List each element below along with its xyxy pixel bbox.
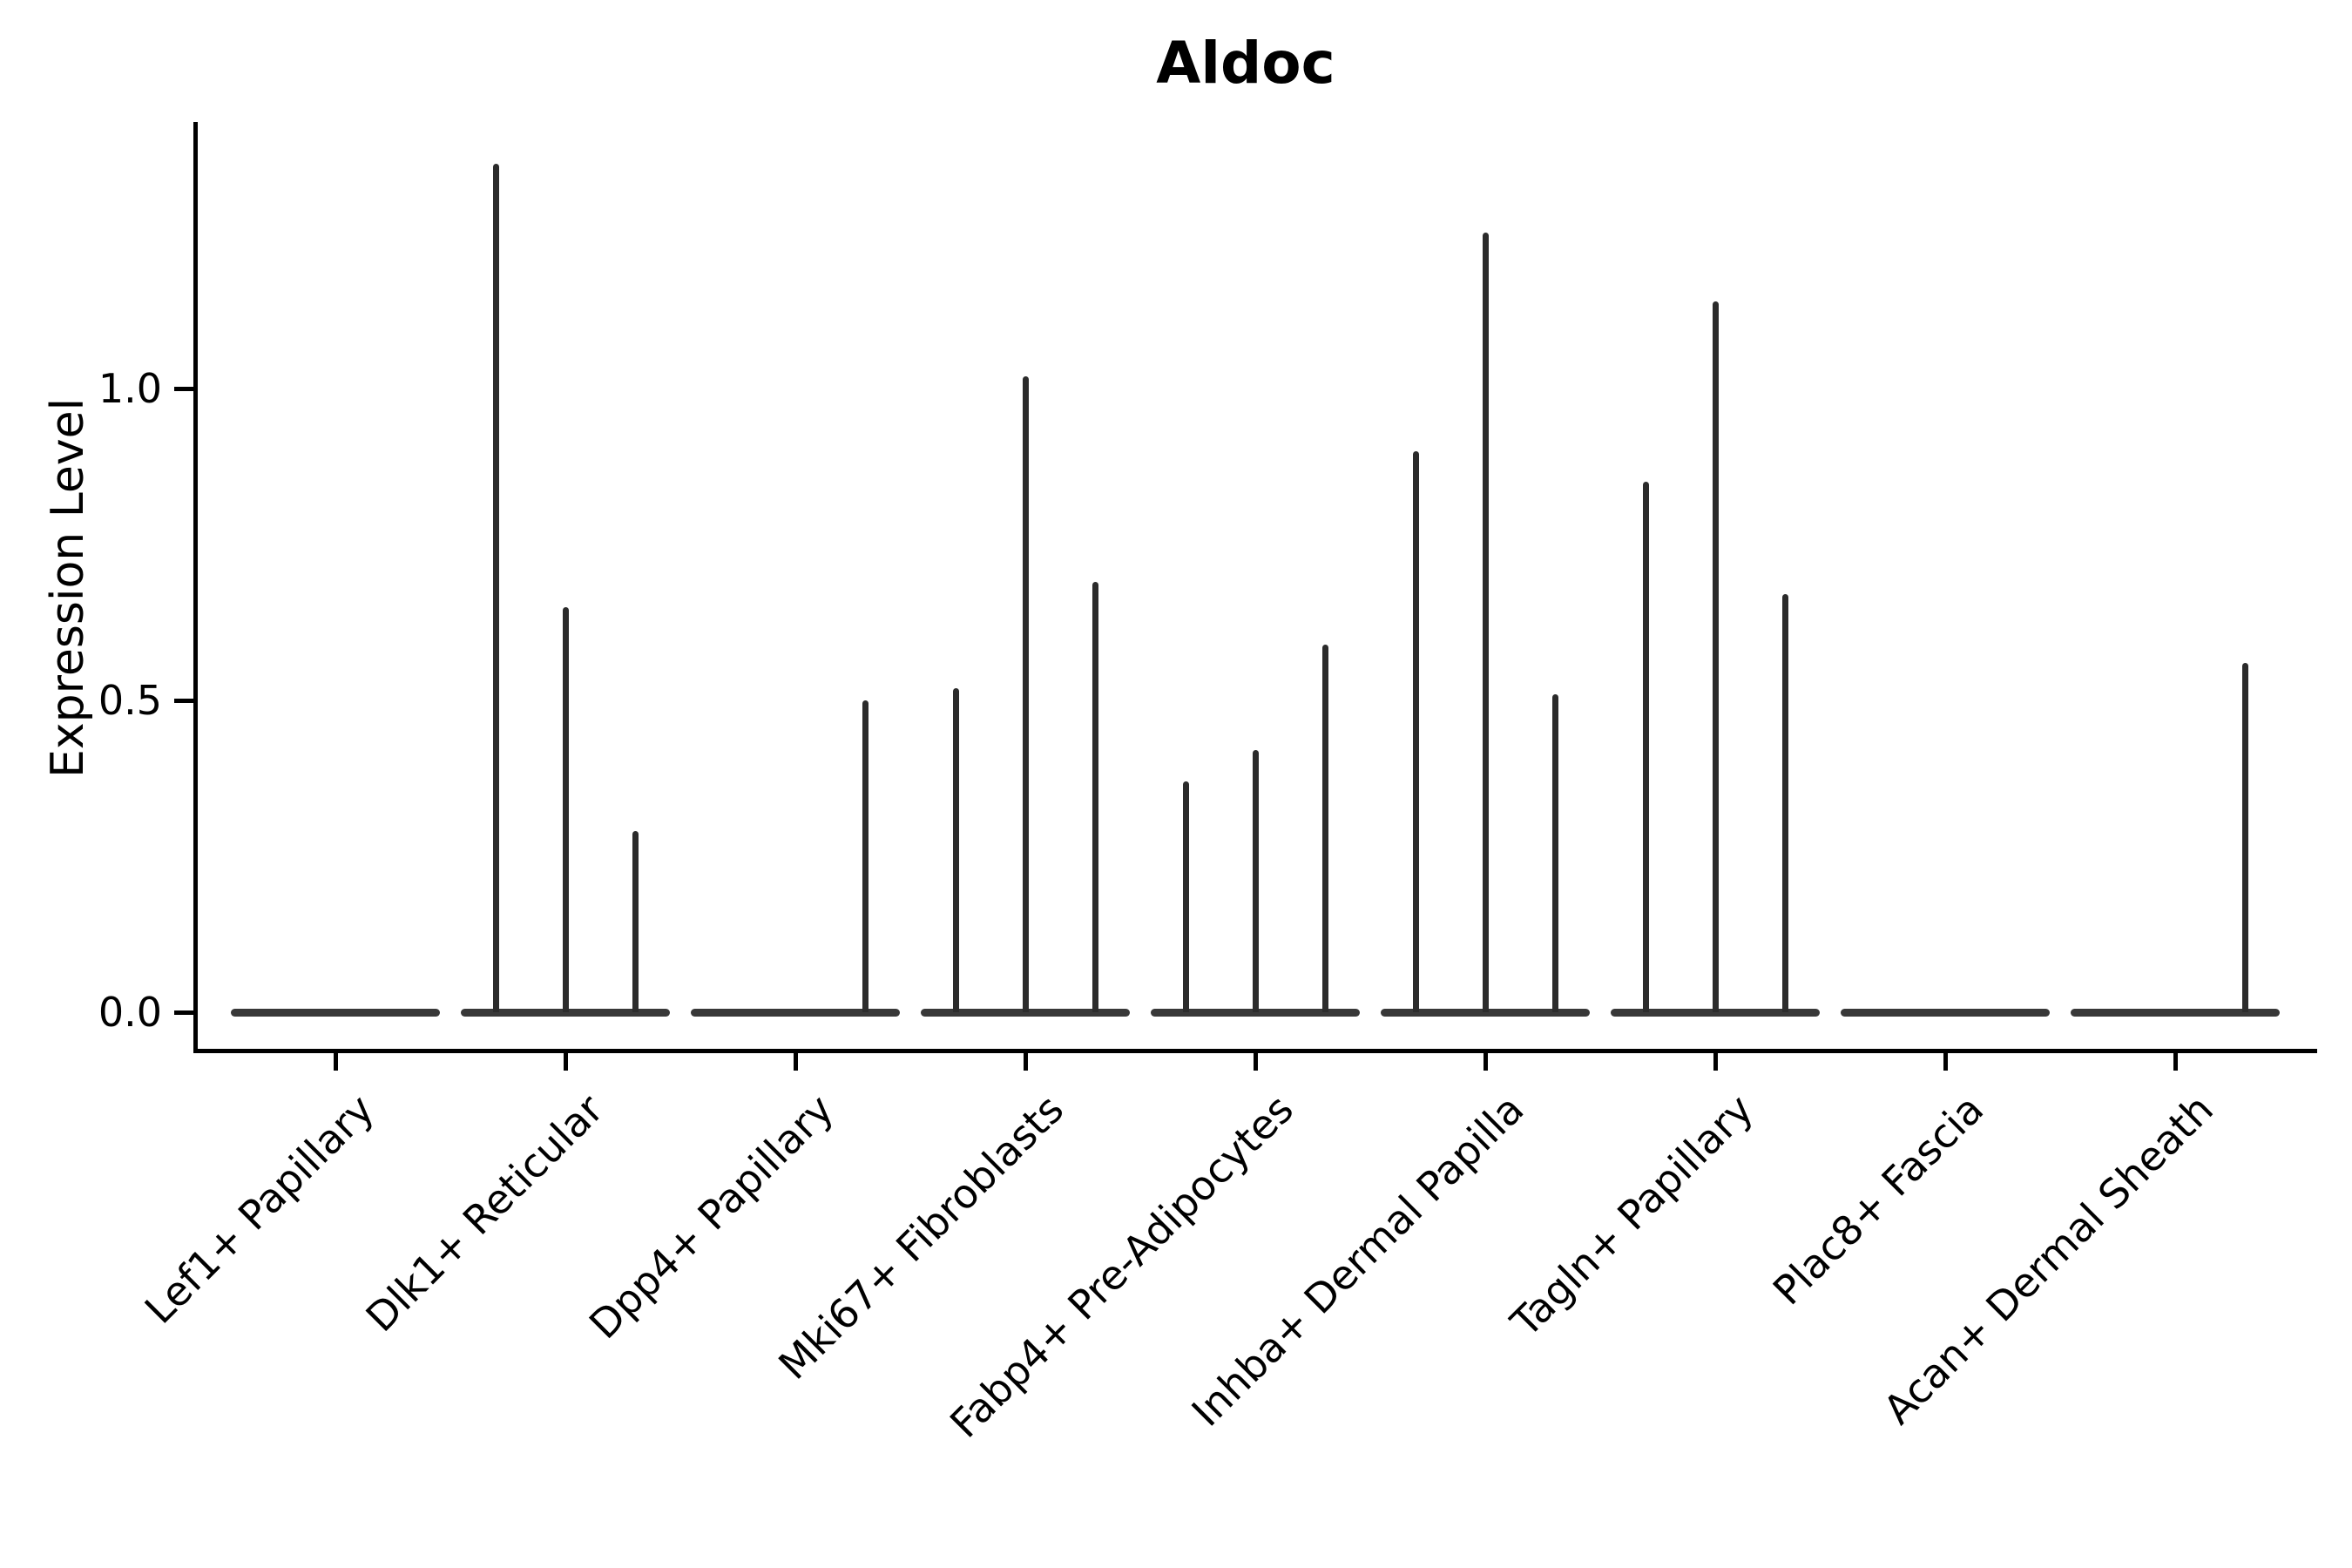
x-tick: [334, 1053, 338, 1071]
x-tick: [1943, 1053, 1948, 1071]
x-tick-label: Lef1+ Papillary: [135, 1085, 383, 1333]
y-tick: [174, 1010, 193, 1015]
violin-spike: [1552, 694, 1558, 1012]
violin-baseline: [691, 1009, 900, 1017]
y-tick: [174, 699, 193, 703]
x-tick: [2173, 1053, 2178, 1071]
y-tick-label: 0.0: [98, 989, 162, 1036]
violin-spike: [2242, 663, 2248, 1012]
x-tick: [1713, 1053, 1718, 1071]
x-tick: [1024, 1053, 1028, 1071]
x-tick-label: Dlk1+ Reticular: [356, 1085, 613, 1342]
violin-baseline: [1611, 1009, 1820, 1017]
violin-baseline: [1151, 1009, 1360, 1017]
y-tick: [174, 387, 193, 391]
violin-spike: [1413, 451, 1419, 1012]
x-tick: [1254, 1053, 1258, 1071]
violin-spike: [1322, 645, 1328, 1012]
violin-baseline: [231, 1009, 440, 1017]
violin-spike: [953, 688, 959, 1012]
violin-spike: [632, 831, 639, 1012]
violin-spike: [493, 164, 499, 1012]
violin-spike: [1183, 781, 1189, 1012]
violin-baseline: [921, 1009, 1130, 1017]
violin-baseline: [1841, 1009, 2050, 1017]
violin-spike: [1253, 750, 1259, 1012]
violin-baseline: [461, 1009, 670, 1017]
y-tick-label: 0.5: [98, 677, 162, 724]
violin-spike: [1092, 582, 1098, 1012]
plot-area: [193, 122, 2317, 1053]
x-tick: [1484, 1053, 1488, 1071]
x-tick-label: Plac8+ Fascia: [1763, 1085, 1993, 1315]
chart-title: Aldoc: [1156, 30, 1335, 97]
violin-baseline: [1381, 1009, 1590, 1017]
violin-spike: [563, 607, 569, 1012]
y-axis-label: Expression Level: [42, 397, 94, 779]
violin-spike: [1483, 233, 1489, 1012]
x-tick: [564, 1053, 568, 1071]
y-tick-label: 1.0: [98, 365, 162, 412]
violin-baseline: [2071, 1009, 2280, 1017]
violin-spike: [1713, 301, 1719, 1012]
violin-spike: [1782, 594, 1788, 1012]
violin-spike: [862, 700, 868, 1012]
violin-spike: [1643, 482, 1649, 1012]
violin-spike: [1023, 376, 1029, 1012]
x-tick-label: Dpp4+ Papillary: [579, 1085, 843, 1348]
x-tick-label: Tagln+ Papillary: [1502, 1085, 1763, 1346]
x-tick: [794, 1053, 798, 1071]
